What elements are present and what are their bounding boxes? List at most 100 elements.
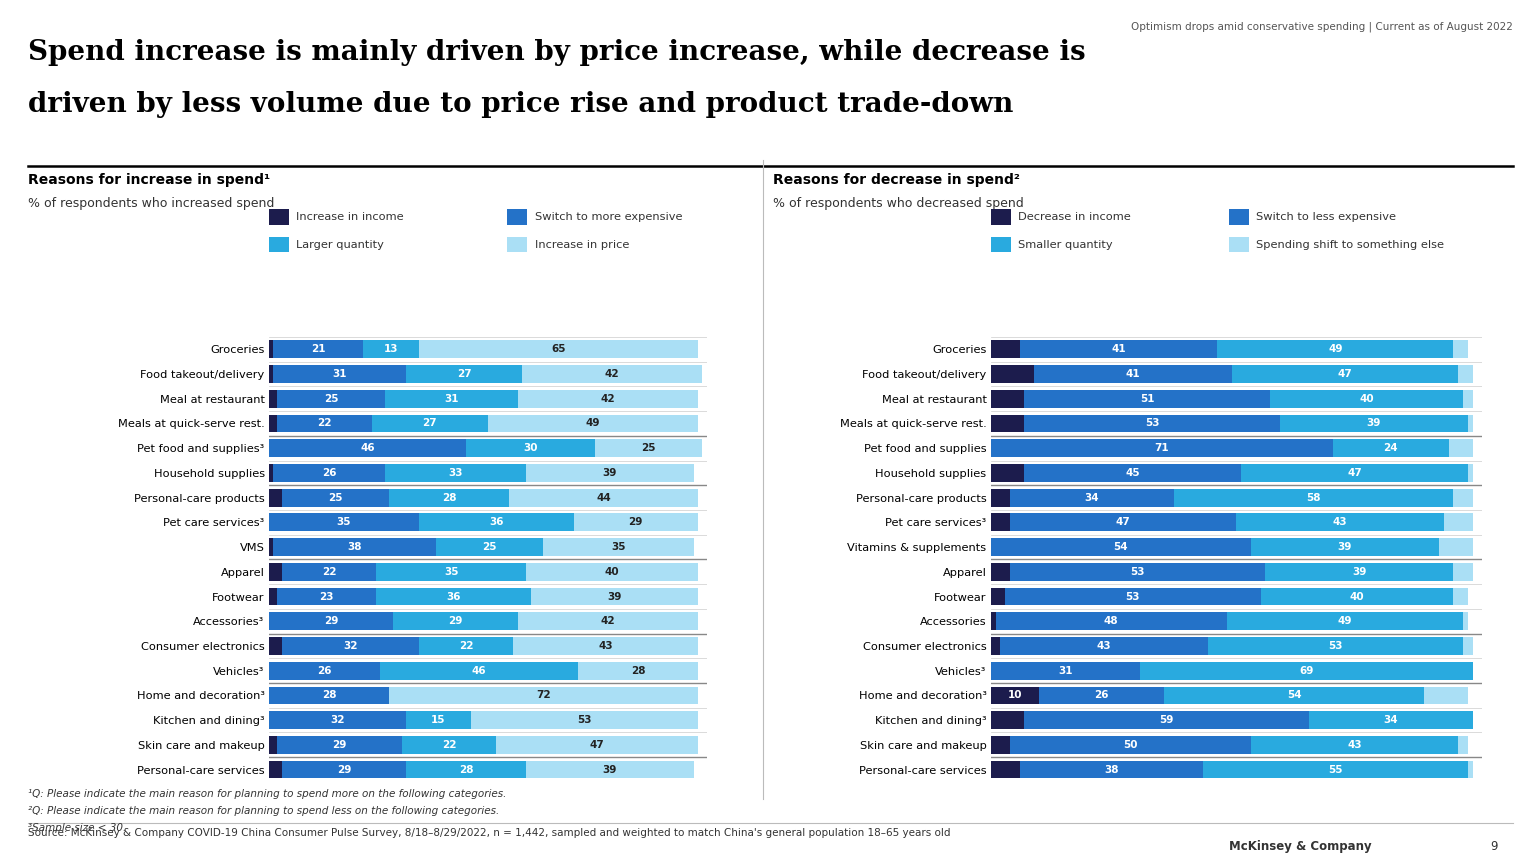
- Bar: [594, 439, 702, 457]
- Text: 25: 25: [329, 492, 343, 503]
- Text: 35: 35: [611, 542, 625, 552]
- Text: Decrease in income: Decrease in income: [1018, 212, 1130, 222]
- Text: 48: 48: [1104, 616, 1118, 626]
- Bar: [269, 687, 389, 704]
- Bar: [376, 563, 527, 581]
- Text: 26: 26: [318, 665, 332, 676]
- Bar: [273, 340, 362, 359]
- Text: 39: 39: [1367, 418, 1381, 429]
- Bar: [991, 513, 1011, 531]
- Text: driven by less volume due to price rise and product trade-down: driven by less volume due to price rise …: [28, 91, 1014, 118]
- Bar: [1468, 464, 1473, 482]
- Text: 42: 42: [601, 616, 614, 626]
- Bar: [991, 736, 1011, 753]
- Bar: [1005, 588, 1261, 606]
- Text: Switch to less expensive: Switch to less expensive: [1256, 212, 1396, 222]
- Bar: [419, 637, 513, 655]
- Text: 41: 41: [1111, 345, 1126, 354]
- Bar: [991, 489, 1011, 506]
- Bar: [991, 760, 1020, 778]
- Text: 22: 22: [459, 641, 473, 651]
- Text: 46: 46: [472, 665, 487, 676]
- Text: 65: 65: [551, 345, 565, 354]
- Bar: [513, 637, 697, 655]
- Text: Reasons for decrease in spend²: Reasons for decrease in spend²: [773, 173, 1020, 187]
- Text: 35: 35: [444, 567, 458, 577]
- Bar: [1453, 563, 1473, 581]
- Text: 30: 30: [524, 443, 538, 454]
- Bar: [362, 340, 419, 359]
- Bar: [527, 563, 697, 581]
- Bar: [278, 588, 376, 606]
- Bar: [269, 390, 278, 408]
- Bar: [578, 662, 697, 680]
- Bar: [1266, 563, 1453, 581]
- Bar: [1020, 340, 1217, 359]
- Text: 47: 47: [590, 740, 605, 750]
- Bar: [991, 439, 1333, 457]
- Bar: [281, 563, 376, 581]
- Text: 23: 23: [319, 592, 333, 601]
- Bar: [1261, 588, 1453, 606]
- Text: 40: 40: [1350, 592, 1364, 601]
- Bar: [1025, 390, 1270, 408]
- Bar: [269, 563, 281, 581]
- Text: 13: 13: [384, 345, 398, 354]
- Text: 49: 49: [1329, 345, 1342, 354]
- Bar: [376, 588, 530, 606]
- Text: 36: 36: [488, 518, 504, 527]
- Bar: [1025, 711, 1309, 729]
- Text: 42: 42: [601, 394, 614, 403]
- Text: 43: 43: [1097, 641, 1111, 651]
- Bar: [496, 736, 697, 753]
- Bar: [269, 415, 278, 432]
- Bar: [1424, 687, 1468, 704]
- Bar: [381, 662, 578, 680]
- Text: 46: 46: [361, 443, 375, 454]
- Bar: [406, 711, 470, 729]
- Text: 44: 44: [596, 492, 611, 503]
- Bar: [991, 613, 995, 630]
- Bar: [1174, 489, 1453, 506]
- Text: 28: 28: [321, 690, 336, 701]
- Text: 40: 40: [1359, 394, 1373, 403]
- Bar: [518, 613, 697, 630]
- Text: 34: 34: [1384, 715, 1398, 725]
- Text: 25: 25: [482, 542, 498, 552]
- Text: 26: 26: [1094, 690, 1109, 701]
- Text: ²Q: Please indicate the main reason for planning to spend less on the following : ²Q: Please indicate the main reason for …: [28, 806, 499, 816]
- Text: 39: 39: [602, 468, 617, 478]
- Bar: [1025, 415, 1279, 432]
- Bar: [281, 489, 389, 506]
- Bar: [1439, 538, 1473, 556]
- Text: Increase in income: Increase in income: [296, 212, 404, 222]
- Bar: [1038, 687, 1164, 704]
- Bar: [573, 513, 697, 531]
- Bar: [1011, 563, 1266, 581]
- Text: 53: 53: [1130, 567, 1144, 577]
- Bar: [278, 736, 402, 753]
- Bar: [269, 711, 406, 729]
- Bar: [991, 538, 1250, 556]
- Text: 33: 33: [449, 468, 462, 478]
- Text: 39: 39: [1338, 542, 1352, 552]
- Bar: [278, 390, 384, 408]
- Bar: [527, 760, 694, 778]
- Bar: [991, 415, 1025, 432]
- Text: 38: 38: [1104, 765, 1118, 774]
- Bar: [1140, 662, 1473, 680]
- Text: 28: 28: [442, 492, 456, 503]
- Text: 32: 32: [330, 715, 344, 725]
- Bar: [522, 365, 702, 383]
- Bar: [508, 489, 697, 506]
- Bar: [436, 538, 544, 556]
- Bar: [1448, 439, 1473, 457]
- Bar: [269, 662, 381, 680]
- Bar: [1270, 390, 1462, 408]
- Text: 47: 47: [1115, 518, 1130, 527]
- Bar: [991, 662, 1140, 680]
- Bar: [991, 711, 1025, 729]
- Text: 58: 58: [1306, 492, 1321, 503]
- Text: 26: 26: [321, 468, 336, 478]
- Text: 29: 29: [628, 518, 644, 527]
